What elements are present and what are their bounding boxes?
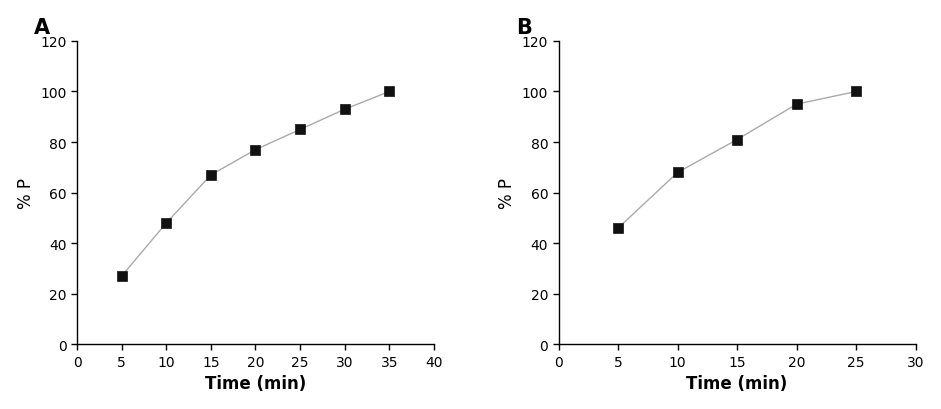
Y-axis label: % P: % P: [499, 178, 517, 209]
X-axis label: Time (min): Time (min): [205, 374, 306, 392]
X-axis label: Time (min): Time (min): [687, 374, 788, 392]
Text: B: B: [516, 18, 532, 38]
Y-axis label: % P: % P: [17, 178, 35, 209]
Text: A: A: [34, 18, 50, 38]
